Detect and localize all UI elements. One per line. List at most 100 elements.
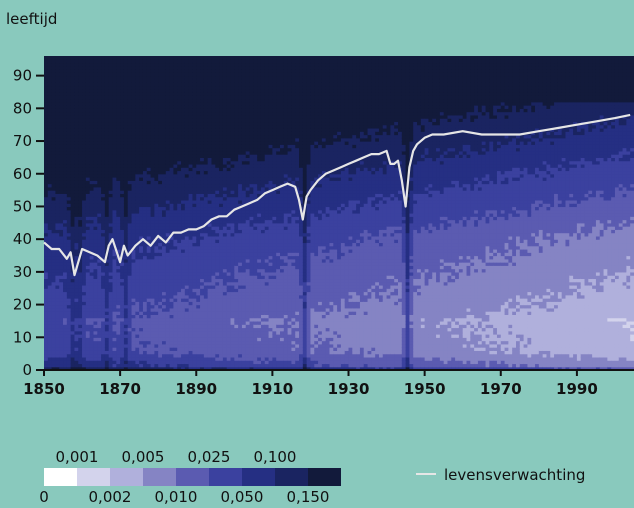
heatmap-cell <box>120 141 125 145</box>
heatmap-cell <box>74 294 79 299</box>
heatmap-cell <box>85 203 91 208</box>
heatmap-cell <box>51 88 57 93</box>
heatmap-cell <box>70 203 76 208</box>
heatmap-cell <box>112 347 117 351</box>
heatmap-cell <box>142 229 148 234</box>
heatmap-cell <box>47 311 53 315</box>
heatmap-cell <box>89 356 95 361</box>
heatmap-cell <box>89 160 95 165</box>
heatmap-cell <box>146 363 152 368</box>
heatmap-cell <box>59 196 64 201</box>
heatmap-cell <box>47 239 53 244</box>
heatmap-cell <box>97 219 102 224</box>
heatmap-cell <box>104 317 110 322</box>
heatmap-cell <box>82 209 87 214</box>
heatmap-cell <box>51 314 57 319</box>
heatmap-cell <box>82 314 87 319</box>
heatmap-cell <box>93 298 98 302</box>
heatmap-cell <box>131 330 136 335</box>
heatmap-cell <box>55 59 60 64</box>
heatmap-cell <box>139 173 144 178</box>
heatmap-cell <box>135 360 140 365</box>
heatmap-cell <box>66 69 72 73</box>
heatmap-cell <box>127 232 133 237</box>
heatmap-cell <box>112 199 117 204</box>
heatmap-cell <box>101 278 106 283</box>
heatmap-cell <box>135 62 140 67</box>
heatmap-cell <box>70 294 76 299</box>
heatmap-cell <box>93 334 98 338</box>
heatmap-cell <box>74 114 79 119</box>
heatmap-cell <box>131 294 136 299</box>
heatmap-cell <box>135 209 140 214</box>
heatmap-cell <box>70 193 76 198</box>
heatmap-cell <box>104 232 110 237</box>
heatmap-cell <box>82 157 87 162</box>
heatmap-cell <box>74 275 79 280</box>
heatmap-cell <box>139 262 144 266</box>
heatmap-cell <box>66 288 72 293</box>
heatmap-cell <box>47 222 53 227</box>
heatmap-cell <box>97 150 102 155</box>
heatmap-cell <box>47 320 53 325</box>
heatmap-cell <box>112 320 117 325</box>
heatmap-cell <box>82 301 87 306</box>
heatmap-cell <box>108 278 114 283</box>
heatmap-cell <box>93 255 98 260</box>
heatmap-cell <box>44 91 49 96</box>
heatmap-cell <box>127 88 133 93</box>
heatmap-cell <box>66 147 72 152</box>
heatmap-cell <box>135 186 140 191</box>
heatmap-cell <box>108 150 114 155</box>
heatmap-cell <box>93 56 98 60</box>
heatmap-cell <box>51 150 57 155</box>
heatmap-cell <box>74 271 79 276</box>
heatmap-cell <box>108 167 114 172</box>
heatmap-cell <box>97 209 102 214</box>
heatmap-cell <box>127 330 133 335</box>
heatmap-cell <box>44 78 49 83</box>
heatmap-cell <box>63 69 68 73</box>
heatmap-cell <box>108 363 114 368</box>
heatmap-cell <box>85 85 91 90</box>
heatmap-cell <box>116 245 121 250</box>
heatmap-cell <box>51 157 57 162</box>
heatmap-cell <box>74 108 79 113</box>
heatmap-cell <box>123 347 129 351</box>
heatmap-cell <box>120 216 125 221</box>
heatmap-cell <box>108 157 114 162</box>
heatmap-cell <box>55 229 60 234</box>
heatmap-cell <box>108 229 114 234</box>
heatmap-cell <box>89 314 95 319</box>
heatmap-cell <box>51 291 57 296</box>
heatmap-cell <box>127 350 133 355</box>
heatmap-cell <box>131 124 136 129</box>
heatmap-cell <box>89 271 95 276</box>
heatmap-cell <box>104 268 110 273</box>
heatmap-cell <box>89 101 95 106</box>
heatmap-cell <box>66 160 72 165</box>
heatmap-cell <box>123 281 129 286</box>
heatmap-cell <box>85 262 91 266</box>
heatmap-cell <box>101 56 106 60</box>
heatmap-cell <box>78 291 83 296</box>
heatmap-cell <box>108 137 114 142</box>
heatmap-cell <box>131 82 136 87</box>
heatmap-cell <box>47 177 53 181</box>
heatmap-cell <box>142 124 148 129</box>
heatmap-cell <box>135 183 140 188</box>
heatmap-cell <box>123 101 129 106</box>
heatmap-cell <box>101 59 106 64</box>
heatmap-cell <box>47 301 53 306</box>
heatmap-cell <box>123 363 129 368</box>
heatmap-cell <box>74 105 79 109</box>
heatmap-cell <box>51 284 57 289</box>
heatmap-cell <box>120 59 125 64</box>
heatmap-cell <box>82 72 87 77</box>
heatmap-cell <box>97 213 102 217</box>
heatmap-cell <box>82 320 87 325</box>
heatmap-cell <box>44 111 49 116</box>
heatmap-cell <box>51 327 57 332</box>
heatmap-cell <box>97 167 102 172</box>
heatmap-cell <box>146 216 152 221</box>
